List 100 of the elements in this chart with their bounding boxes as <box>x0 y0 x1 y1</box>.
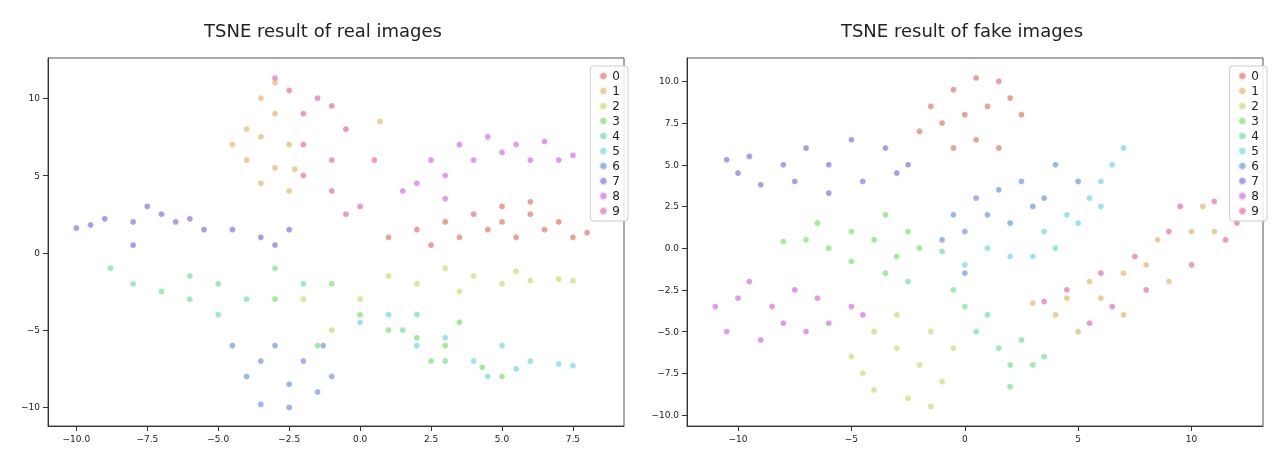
point <box>1199 203 1207 210</box>
point <box>1006 253 1014 260</box>
point <box>995 186 1003 193</box>
point <box>285 381 293 388</box>
point <box>859 370 866 377</box>
point <box>1120 311 1127 319</box>
point <box>859 311 866 319</box>
y-tick-label: 2.5 <box>664 201 679 212</box>
point <box>734 169 742 177</box>
x-tick-label: −7.5 <box>136 433 159 444</box>
point <box>498 149 506 156</box>
point <box>825 189 832 197</box>
point <box>814 295 821 302</box>
point <box>555 275 562 283</box>
point <box>144 203 151 210</box>
point <box>320 342 327 349</box>
point <box>1131 253 1139 260</box>
point <box>427 156 435 164</box>
point <box>950 345 957 352</box>
point <box>257 95 265 102</box>
point <box>285 404 293 411</box>
point <box>882 270 889 277</box>
point <box>87 221 94 229</box>
point <box>569 152 577 159</box>
point <box>285 141 293 148</box>
point <box>442 357 449 365</box>
point <box>442 342 449 349</box>
point <box>541 226 548 233</box>
point <box>780 238 787 245</box>
point <box>995 345 1003 352</box>
legend-label: 0 <box>612 69 621 83</box>
point <box>442 218 449 226</box>
point <box>427 241 435 249</box>
point <box>129 280 137 287</box>
point <box>342 210 350 218</box>
point <box>870 386 878 394</box>
point <box>257 357 265 365</box>
point <box>893 345 900 352</box>
legend-label: 8 <box>1251 189 1260 203</box>
legend-label: 4 <box>612 129 621 143</box>
point <box>129 218 137 226</box>
point <box>569 277 577 284</box>
point <box>825 320 832 327</box>
point <box>413 280 421 287</box>
point <box>882 144 889 152</box>
point <box>1097 203 1105 210</box>
point <box>904 161 912 168</box>
point <box>1029 300 1037 307</box>
point <box>107 265 114 272</box>
point <box>848 228 855 235</box>
point <box>1006 94 1014 102</box>
point <box>271 296 279 303</box>
point <box>456 288 463 295</box>
point <box>1074 219 1082 227</box>
point <box>271 110 279 117</box>
legend-label: 1 <box>612 84 621 98</box>
point <box>848 136 855 143</box>
point <box>555 360 562 368</box>
point <box>916 361 923 369</box>
point <box>569 234 577 241</box>
point <box>916 128 923 135</box>
point <box>961 111 968 118</box>
point <box>385 326 392 334</box>
point <box>498 342 506 349</box>
point <box>356 311 364 318</box>
point <box>215 280 222 287</box>
point <box>984 244 991 252</box>
point <box>1120 270 1127 277</box>
y-tick-label: −5 <box>26 325 40 336</box>
point <box>1040 194 1048 202</box>
y-tick-label: −2.5 <box>657 284 679 295</box>
y-tick-label: 0.0 <box>664 243 680 254</box>
point <box>512 234 520 241</box>
point <box>825 161 832 168</box>
point <box>243 373 250 380</box>
point <box>229 141 236 148</box>
legend-label: 9 <box>612 204 621 218</box>
legend-label: 6 <box>1251 159 1260 173</box>
point <box>215 311 222 318</box>
point <box>186 215 194 223</box>
point <box>271 164 279 171</box>
point <box>893 169 900 177</box>
point <box>442 334 449 342</box>
point <box>456 141 463 148</box>
legend-label: 7 <box>1251 174 1260 188</box>
x-tick-label: 5.0 <box>494 433 510 444</box>
point <box>385 272 392 280</box>
point <box>1063 211 1071 219</box>
point <box>916 244 923 252</box>
y-tick-label: 10.0 <box>658 76 680 87</box>
point <box>780 161 787 168</box>
point <box>271 342 279 349</box>
legend-label: 5 <box>1251 144 1260 158</box>
point <box>995 78 1003 85</box>
point <box>927 103 934 110</box>
point <box>972 136 980 143</box>
point <box>848 353 855 360</box>
point <box>938 119 946 127</box>
point <box>1143 286 1150 294</box>
point <box>723 156 730 163</box>
